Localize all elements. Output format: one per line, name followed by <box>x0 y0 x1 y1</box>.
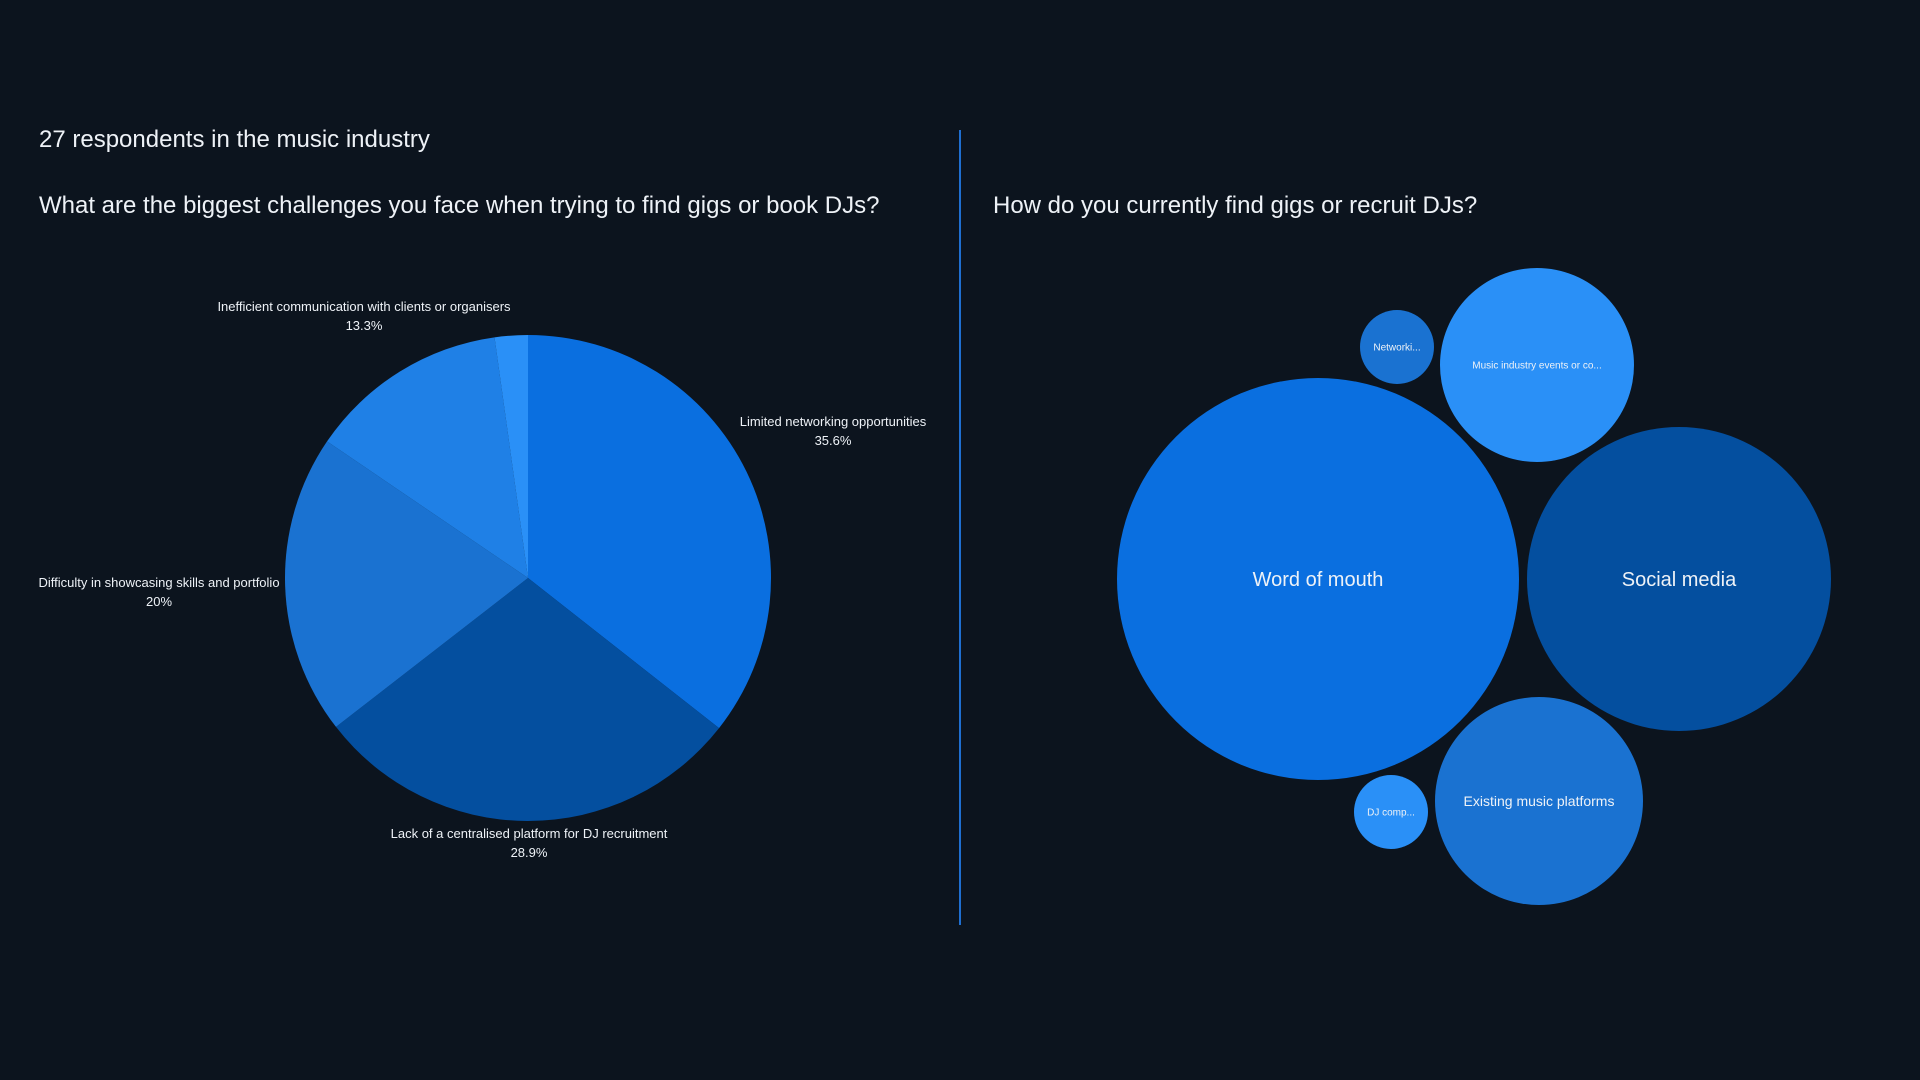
pie-slice-value: 20% <box>146 594 172 609</box>
bubble <box>1440 268 1634 462</box>
bubble <box>1354 775 1428 849</box>
bubble-label: Existing music platforms <box>1464 793 1615 809</box>
respondents-count: 27 respondents in the music industry <box>39 126 430 153</box>
pie-slice-value: 13.3% <box>346 318 383 333</box>
pie-slice-value: 28.9% <box>511 845 548 860</box>
bubble-label: Networki... <box>1373 343 1420 354</box>
bubble <box>1435 697 1643 905</box>
pie-slice-label: Difficulty in showcasing skills and port… <box>38 575 279 590</box>
pie-slice-value: 35.6% <box>815 433 852 448</box>
pie-slice <box>335 578 720 821</box>
pie-slice-label: Inefficient communication with clients o… <box>217 299 511 314</box>
bubble-label: Social media <box>1622 569 1737 591</box>
bubble <box>1360 310 1434 384</box>
pie-slice <box>327 337 528 578</box>
bubble-label: Music industry events or co... <box>1472 361 1602 372</box>
pie-chart-title: What are the biggest challenges you face… <box>39 192 880 219</box>
pie-slice <box>494 335 528 578</box>
bubble <box>1117 378 1519 780</box>
pie-chart-labels: Limited networking opportunities 35.6% Lac… <box>38 299 926 860</box>
pie-chart <box>284 335 771 821</box>
bubble-label: DJ comp... <box>1367 808 1415 819</box>
section-divider <box>959 130 961 925</box>
bubble <box>1527 427 1831 731</box>
bubble-chart: Word of mouth Social media Existing music … <box>1117 268 1831 905</box>
bubble-label: Word of mouth <box>1253 569 1384 591</box>
pie-slice-label: Limited networking opportunities <box>740 414 927 429</box>
pie-slice <box>528 335 771 729</box>
pie-slice-label: Lack of a centralised platform for DJ re… <box>391 826 668 841</box>
pie-slice <box>284 441 528 727</box>
bubble-chart-title: How do you currently find gigs or recrui… <box>993 192 1478 219</box>
